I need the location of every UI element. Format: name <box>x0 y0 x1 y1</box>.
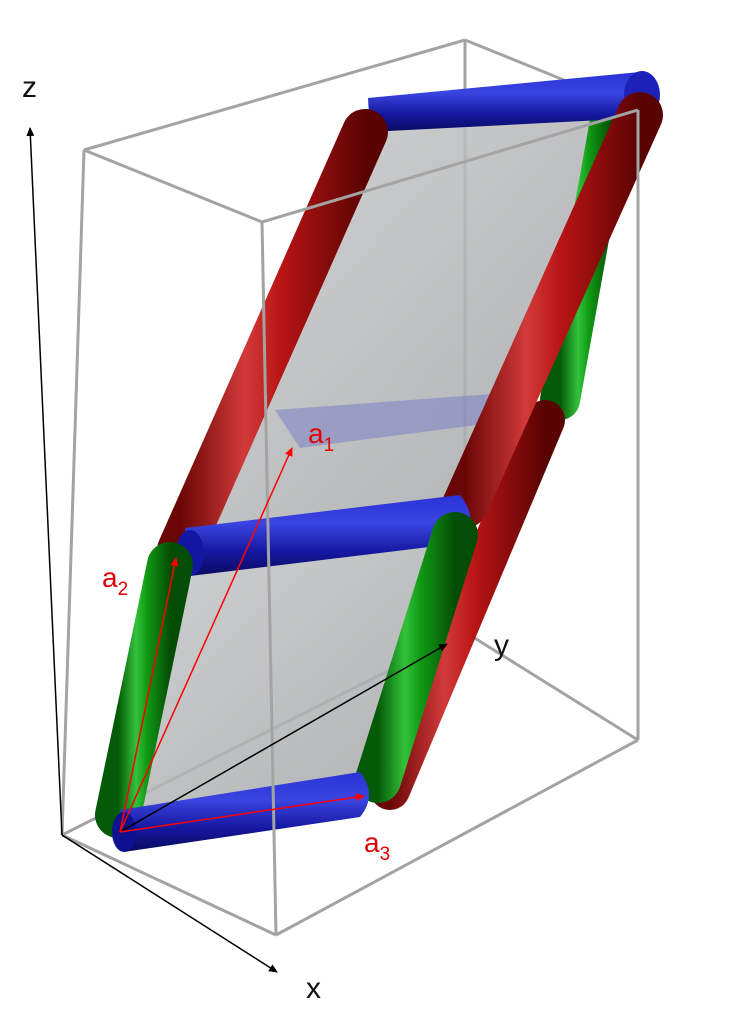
vector-a3-label: a3 <box>364 827 390 865</box>
vector-a1-label: a1 <box>308 418 334 456</box>
y-axis <box>119 643 448 833</box>
vector-a3-arrow <box>119 793 365 833</box>
bounding-box-front <box>61 108 640 937</box>
upper-plane <box>195 110 612 565</box>
lattice-planes <box>118 110 612 832</box>
vector-a2-arrow <box>119 557 179 833</box>
middle-plane-strip <box>275 393 530 448</box>
vector-a2-label: a2 <box>102 562 128 600</box>
z-axis <box>26 127 63 836</box>
rod-a2-left <box>95 542 193 838</box>
rod-a2-right <box>355 512 478 803</box>
x-axis-label: x <box>306 972 321 1005</box>
z-axis-label: z <box>22 71 37 104</box>
lower-plane <box>118 510 470 832</box>
y-axis-label: y <box>494 629 509 662</box>
vector-a1-arrow <box>119 447 293 833</box>
coordinate-axes <box>26 127 448 973</box>
rod-a1-right <box>442 92 663 528</box>
lattice-vectors <box>119 447 365 833</box>
x-axis <box>61 834 278 973</box>
